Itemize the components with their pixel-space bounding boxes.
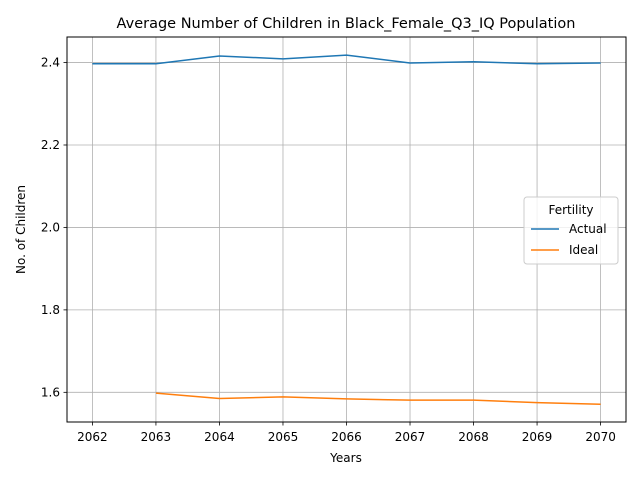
y-axis-label: No. of Children [14, 185, 28, 274]
y-tick-label: 1.6 [41, 385, 60, 399]
x-axis-ticks: 2062 2063 2064 2065 2066 2067 2068 2069 2070 [77, 422, 616, 444]
legend-label-ideal: Ideal [569, 243, 598, 257]
x-tick-label: 2069 [522, 430, 553, 444]
x-tick-label: 2070 [585, 430, 616, 444]
series-lines [92, 54, 601, 406]
x-axis-label: Years [329, 451, 362, 465]
y-axis-ticks: 1.6 1.8 2.0 2.2 2.4 [41, 56, 67, 399]
series-line-actual [92, 54, 601, 65]
x-tick-label: 2067 [395, 430, 426, 444]
legend-label-actual: Actual [569, 222, 607, 236]
x-tick-label: 2065 [268, 430, 299, 444]
y-tick-label: 2.0 [41, 220, 60, 234]
x-tick-label: 2063 [141, 430, 172, 444]
legend: Fertility Actual Ideal [523, 196, 619, 265]
x-tick-label: 2064 [204, 430, 235, 444]
y-tick-label: 2.2 [41, 138, 60, 152]
y-tick-label: 2.4 [41, 56, 60, 70]
x-tick-label: 2066 [331, 430, 362, 444]
x-tick-label: 2062 [77, 430, 108, 444]
x-tick-label: 2068 [458, 430, 489, 444]
legend-title: Fertility [548, 203, 593, 217]
series-line-ideal [155, 392, 601, 406]
legend-box [523, 196, 619, 265]
grid-lines [67, 37, 626, 422]
y-tick-label: 1.8 [41, 303, 60, 317]
chart-title: Average Number of Children in Black_Fema… [117, 16, 576, 32]
